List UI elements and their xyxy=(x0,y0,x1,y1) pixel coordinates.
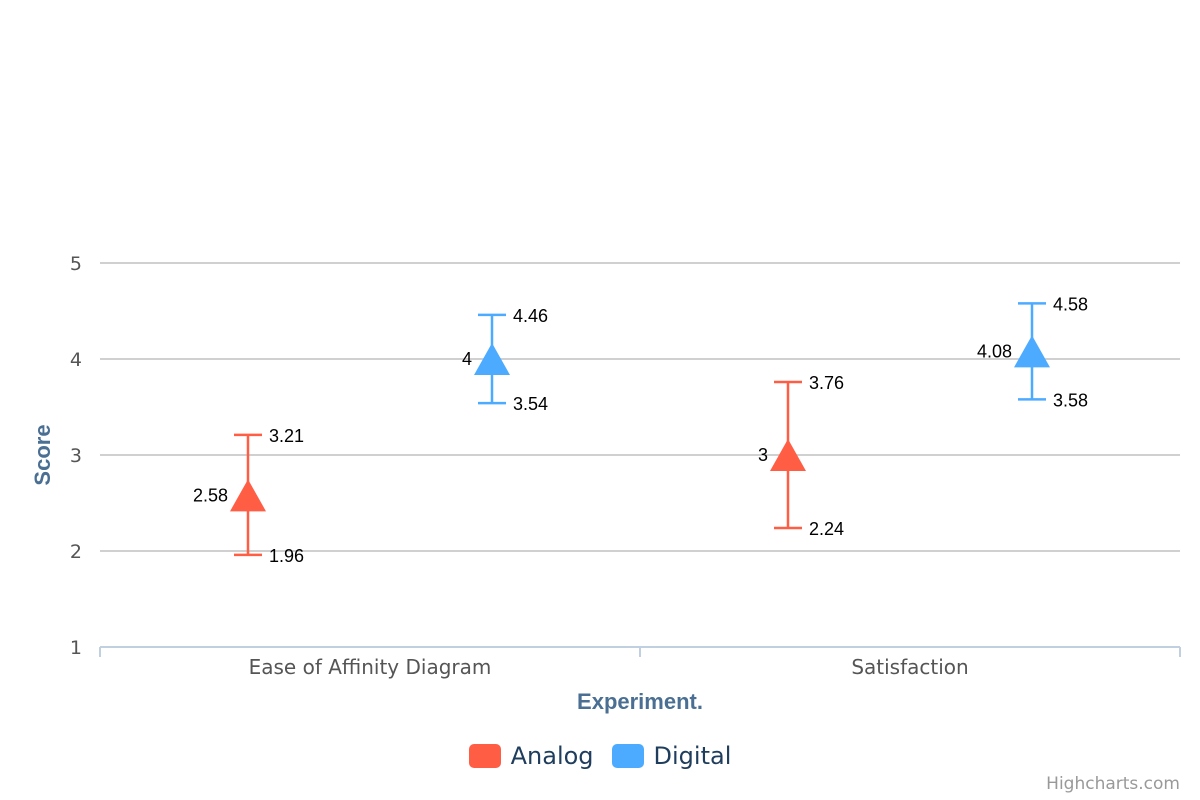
legend-swatch-analog xyxy=(468,744,501,768)
marker-analog xyxy=(230,479,266,512)
y-tick-label-1: 1 xyxy=(70,637,82,659)
credits-link[interactable]: Highcharts.com xyxy=(1046,774,1180,794)
x-tick-label: Satisfaction xyxy=(851,655,968,679)
legend-swatch-digital xyxy=(611,744,644,768)
label-high-digital: 4.58 xyxy=(1053,294,1088,314)
data-point-analog: 3.21 1.96 2.58 xyxy=(193,426,304,566)
label-value-analog: 2.58 xyxy=(193,485,228,505)
label-high-digital: 4.46 xyxy=(513,306,548,326)
label-high-analog: 3.21 xyxy=(269,426,304,446)
x-axis-title: Experiment. xyxy=(577,689,703,714)
plot-area: 3.211.962.583.762.2434.463.5444.583.584.… xyxy=(193,294,1088,566)
legend-label-digital: Digital xyxy=(653,742,732,770)
marker-digital xyxy=(474,343,510,375)
label-value-analog: 3 xyxy=(758,445,768,465)
grid-lines xyxy=(100,262,1180,552)
legend: Analog Digital xyxy=(0,742,1200,770)
legend-item-digital[interactable]: Digital xyxy=(611,742,732,770)
legend-item-analog[interactable]: Analog xyxy=(468,742,594,770)
legend-label-analog: Analog xyxy=(510,742,594,770)
label-low-analog: 1.96 xyxy=(269,546,304,566)
marker-analog xyxy=(770,439,806,471)
y-tick-label-3: 3 xyxy=(70,445,82,467)
data-point-digital: 4.46 3.54 4 xyxy=(462,306,548,414)
x-axis: Ease of Affinity Diagram Satisfaction xyxy=(99,646,1181,679)
data-point-digital: 4.58 3.58 4.08 xyxy=(977,294,1088,410)
marker-digital xyxy=(1014,335,1050,368)
y-tick-label-4: 4 xyxy=(70,349,82,371)
label-low-analog: 2.24 xyxy=(809,519,844,539)
y-axis: 1 2 3 4 5 xyxy=(70,253,82,659)
label-high-analog: 3.76 xyxy=(809,373,844,393)
x-tick-label: Ease of Affinity Diagram xyxy=(249,655,492,679)
y-tick-label-5: 5 xyxy=(70,253,82,275)
label-low-digital: 3.58 xyxy=(1053,390,1088,410)
data-point-analog: 3.76 2.24 3 xyxy=(758,373,844,539)
label-value-digital: 4.08 xyxy=(977,341,1012,361)
y-tick-label-2: 2 xyxy=(70,541,82,563)
y-axis-title: Score xyxy=(30,424,55,485)
label-low-digital: 3.54 xyxy=(513,394,548,414)
label-value-digital: 4 xyxy=(462,349,472,369)
